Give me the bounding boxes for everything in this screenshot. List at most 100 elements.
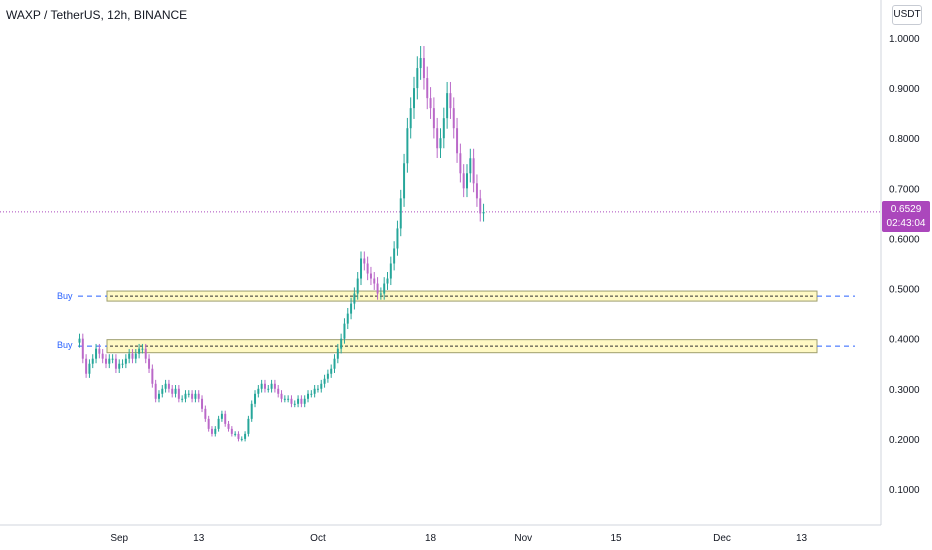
candle-body	[194, 393, 197, 399]
candle-body	[403, 163, 406, 199]
candle-body	[333, 358, 336, 369]
candle-body	[91, 358, 94, 364]
candle-body	[287, 398, 290, 400]
candle-body	[141, 348, 144, 350]
candle-body	[439, 138, 442, 149]
candle-body	[350, 303, 353, 314]
candle-body	[383, 283, 386, 294]
candle-body	[161, 388, 164, 394]
candle-body	[290, 398, 293, 404]
candle-body	[429, 98, 432, 109]
candle-body	[267, 388, 270, 390]
chart-title: WAXP / TetherUS, 12h, BINANCE	[6, 8, 188, 22]
candle-body	[283, 398, 286, 400]
candle-body	[326, 373, 329, 379]
candle-body	[240, 438, 243, 440]
candle-body	[167, 383, 170, 389]
candle-body	[313, 388, 316, 394]
candle-body	[432, 108, 435, 129]
time-axis[interactable]: Sep 13 Oct 18 Nov 15 Dec 13	[110, 533, 807, 544]
buy-label-upper: Buy	[57, 291, 73, 301]
candle-body	[360, 258, 363, 279]
candle-body	[356, 278, 359, 294]
candle-body	[138, 348, 141, 354]
candle-body	[111, 358, 114, 360]
candle-body	[310, 393, 313, 395]
candle-body	[446, 93, 449, 119]
candle-body	[124, 358, 127, 364]
candle-body	[293, 403, 296, 405]
candle-body	[201, 398, 204, 409]
candle-body	[220, 413, 223, 419]
candle-body	[280, 393, 283, 399]
candle-body	[98, 348, 101, 354]
candle-body	[204, 408, 207, 419]
candle-body	[128, 353, 131, 359]
candle-body	[227, 423, 230, 429]
candle-body	[466, 173, 468, 189]
candle-body	[217, 418, 220, 429]
candle-body	[174, 388, 177, 394]
candle-body	[237, 433, 240, 439]
candle-body	[250, 403, 253, 419]
candle-body	[134, 353, 137, 359]
candle-body	[459, 153, 462, 174]
candle-body	[303, 398, 306, 404]
candlestick-series	[78, 46, 485, 442]
y-tick-label: 0.2000	[889, 435, 920, 446]
candle-body	[224, 413, 227, 424]
candle-body	[482, 211, 485, 214]
candle-body	[101, 353, 104, 359]
candle-body	[409, 108, 412, 129]
last-price-tag: 0.6529 02:43:04	[882, 201, 930, 232]
candle-body	[207, 418, 210, 429]
candle-body	[346, 313, 349, 324]
currency-unit-button[interactable]: USDT	[892, 5, 922, 25]
candle-body	[462, 173, 465, 189]
candle-body	[426, 78, 429, 99]
candle-body	[214, 428, 217, 434]
candle-body	[323, 378, 326, 384]
candle-body	[85, 358, 88, 374]
candle-body	[244, 433, 247, 439]
candle-body	[270, 383, 273, 389]
candle-body	[479, 198, 482, 214]
candle-body	[164, 383, 167, 389]
buy-zones	[78, 290, 855, 354]
candle-body	[148, 358, 151, 369]
price-axis[interactable]: 1.0000 0.9000 0.8000 0.7000 0.6000 0.5000 0.40…	[889, 34, 920, 496]
candle-body	[469, 158, 472, 174]
candle-body	[260, 383, 263, 389]
candle-body	[177, 388, 180, 399]
candle-body	[108, 358, 111, 364]
candle-body	[297, 398, 300, 404]
candle-body	[452, 108, 455, 129]
y-tick-label: 0.6000	[889, 234, 920, 245]
candle-body	[118, 363, 121, 369]
candle-body	[277, 388, 280, 394]
candle-body	[419, 58, 422, 69]
candle-body	[263, 383, 266, 389]
candle-body	[413, 88, 415, 109]
candle-body	[472, 158, 475, 184]
candle-body	[340, 338, 343, 349]
candle-body	[151, 368, 154, 384]
candle-body	[104, 358, 107, 364]
candle-body	[399, 198, 402, 229]
candle-body	[343, 323, 346, 339]
candle-body	[88, 363, 91, 374]
x-tick-label: 15	[610, 533, 622, 544]
candle-body	[307, 393, 310, 399]
candle-body	[95, 348, 98, 359]
y-tick-label: 0.3000	[889, 385, 920, 396]
candle-body	[257, 388, 260, 394]
candle-body	[316, 388, 319, 390]
candle-body	[379, 293, 382, 295]
candle-body	[449, 93, 452, 109]
y-tick-label: 0.8000	[889, 134, 920, 145]
candle-body	[389, 263, 392, 279]
x-tick-label: Dec	[713, 533, 731, 544]
candle-body	[475, 183, 478, 199]
candle-body	[171, 388, 174, 394]
